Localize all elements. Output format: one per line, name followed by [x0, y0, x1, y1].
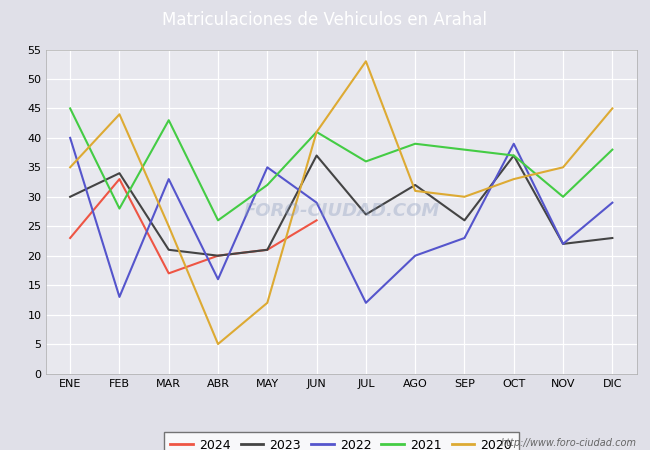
Legend: 2024, 2023, 2022, 2021, 2020: 2024, 2023, 2022, 2021, 2020 [164, 432, 519, 450]
Text: http://www.foro-ciudad.com: http://www.foro-ciudad.com [501, 438, 637, 448]
Text: Matriculaciones de Vehiculos en Arahal: Matriculaciones de Vehiculos en Arahal [162, 11, 488, 29]
Text: FORO-CIUDAD.COM: FORO-CIUDAD.COM [243, 202, 439, 220]
